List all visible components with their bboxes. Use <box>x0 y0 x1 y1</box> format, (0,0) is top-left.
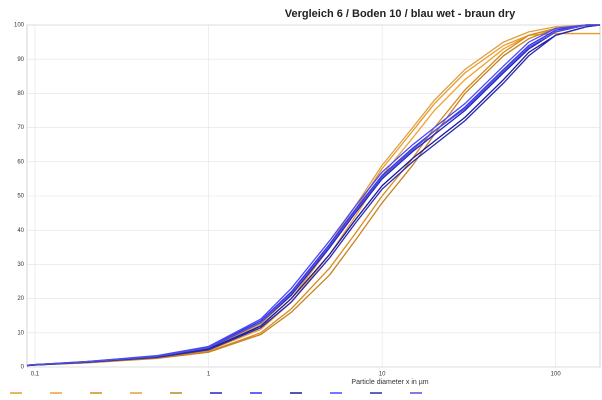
y-tick-label: 40 <box>17 228 24 234</box>
y-tick-label: 50 <box>17 194 24 200</box>
y-tick-label: 70 <box>17 125 24 131</box>
x-tick-label: 0,1 <box>31 372 40 378</box>
y-tick-label: 90 <box>17 57 24 63</box>
y-tick-label: 10 <box>17 330 24 336</box>
x-axis-label: Particle diameter x in µm <box>351 379 428 386</box>
x-tick-label: 10 <box>379 372 386 378</box>
chart: Vergleich 6 / Boden 10 / blau wet - brau… <box>0 0 602 400</box>
y-tick-label: 80 <box>17 91 24 97</box>
chart-title: Vergleich 6 / Boden 10 / blau wet - brau… <box>285 8 516 20</box>
y-tick-label: 100 <box>14 23 25 29</box>
x-tick-label: 100 <box>551 372 562 378</box>
y-tick-label: 60 <box>17 159 24 165</box>
y-tick-label: 30 <box>17 262 24 268</box>
y-tick-label: 20 <box>17 296 24 302</box>
